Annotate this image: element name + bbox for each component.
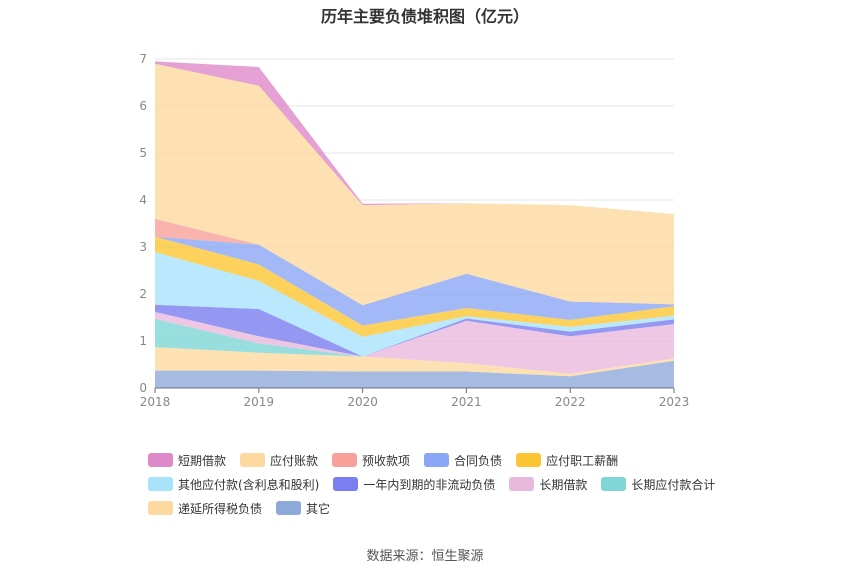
y-tick-label: 6	[139, 99, 147, 113]
legend-item[interactable]: 预收款项	[332, 452, 410, 469]
legend-item[interactable]: 短期借款	[148, 452, 226, 469]
legend-item[interactable]: 递延所得税负债	[148, 500, 262, 517]
legend-label: 合同负债	[454, 453, 503, 468]
x-tick-label: 2020	[347, 395, 378, 409]
area-series	[155, 236, 674, 326]
x-tick-label: 2019	[244, 395, 275, 409]
area-series	[155, 63, 674, 306]
area-series	[155, 304, 674, 357]
legend-row: 其他应付款(含利息和股利) 一年内到期的非流动负债 长期借款 长期应付款合计	[148, 472, 748, 496]
legend-item[interactable]: 应付账款	[240, 452, 318, 469]
legend-swatch	[424, 453, 450, 467]
x-tick-label: 2022	[555, 395, 586, 409]
y-tick-label: 2	[139, 287, 147, 301]
legend-label: 递延所得税负债	[178, 501, 263, 516]
legend-row: 递延所得税负债 其它	[148, 496, 748, 520]
x-tick-label: 2023	[659, 395, 690, 409]
legend-swatch	[332, 453, 358, 467]
y-tick-label: 4	[139, 193, 147, 207]
chart-title: 历年主要负债堆积图（亿元）	[320, 7, 529, 26]
legend-label: 短期借款	[178, 453, 227, 468]
legend-item[interactable]: 长期应付款合计	[601, 476, 715, 493]
legend-item[interactable]: 合同负债	[424, 452, 502, 469]
legend-label: 长期应付款合计	[631, 477, 716, 492]
legend-item[interactable]: 其他应付款(含利息和股利)	[148, 476, 319, 493]
x-tick-label: 2018	[140, 395, 171, 409]
legend-swatch	[509, 477, 535, 491]
area-series	[155, 252, 674, 357]
legend-item[interactable]: 其它	[276, 500, 330, 517]
legend-label: 其他应付款(含利息和股利)	[178, 477, 320, 492]
y-tick-label: 7	[139, 52, 147, 66]
legend-item[interactable]: 长期借款	[509, 476, 587, 493]
legend-item[interactable]: 一年内到期的非流动负债	[333, 476, 495, 493]
area-series	[155, 311, 674, 374]
legend-swatch	[240, 453, 266, 467]
legend-row: 短期借款 应付账款 预收款项 合同负债 应付职工薪酬	[148, 448, 748, 472]
legend-swatch	[333, 477, 359, 491]
legend-swatch	[601, 477, 627, 491]
x-tick-label: 2021	[451, 395, 482, 409]
legend-label: 长期借款	[539, 477, 588, 492]
legend-swatch	[148, 501, 173, 515]
area-series	[155, 318, 674, 374]
data-source: 数据来源：恒生聚源	[366, 549, 484, 564]
chart-legend: 短期借款 应付账款 预收款项 合同负债 应付职工薪酬其他应付款(含利息和股利) 一年内到期…	[148, 448, 748, 520]
area-series	[155, 360, 674, 388]
legend-swatch	[148, 477, 173, 491]
y-tick-label: 5	[139, 146, 147, 160]
legend-swatch	[276, 501, 302, 515]
area-series	[155, 347, 674, 377]
legend-item[interactable]: 应付职工薪酬	[516, 452, 618, 469]
legend-label: 一年内到期的非流动负债	[363, 477, 496, 492]
legend-label: 应付职工薪酬	[546, 453, 619, 468]
y-tick-label: 3	[139, 240, 147, 254]
legend-label: 其它	[306, 501, 331, 516]
y-tick-label: 0	[139, 381, 147, 395]
legend-swatch	[516, 453, 542, 467]
legend-label: 预收款项	[362, 453, 411, 468]
legend-label: 应付账款	[270, 453, 319, 468]
y-tick-label: 1	[139, 334, 147, 348]
legend-swatch	[148, 453, 173, 467]
